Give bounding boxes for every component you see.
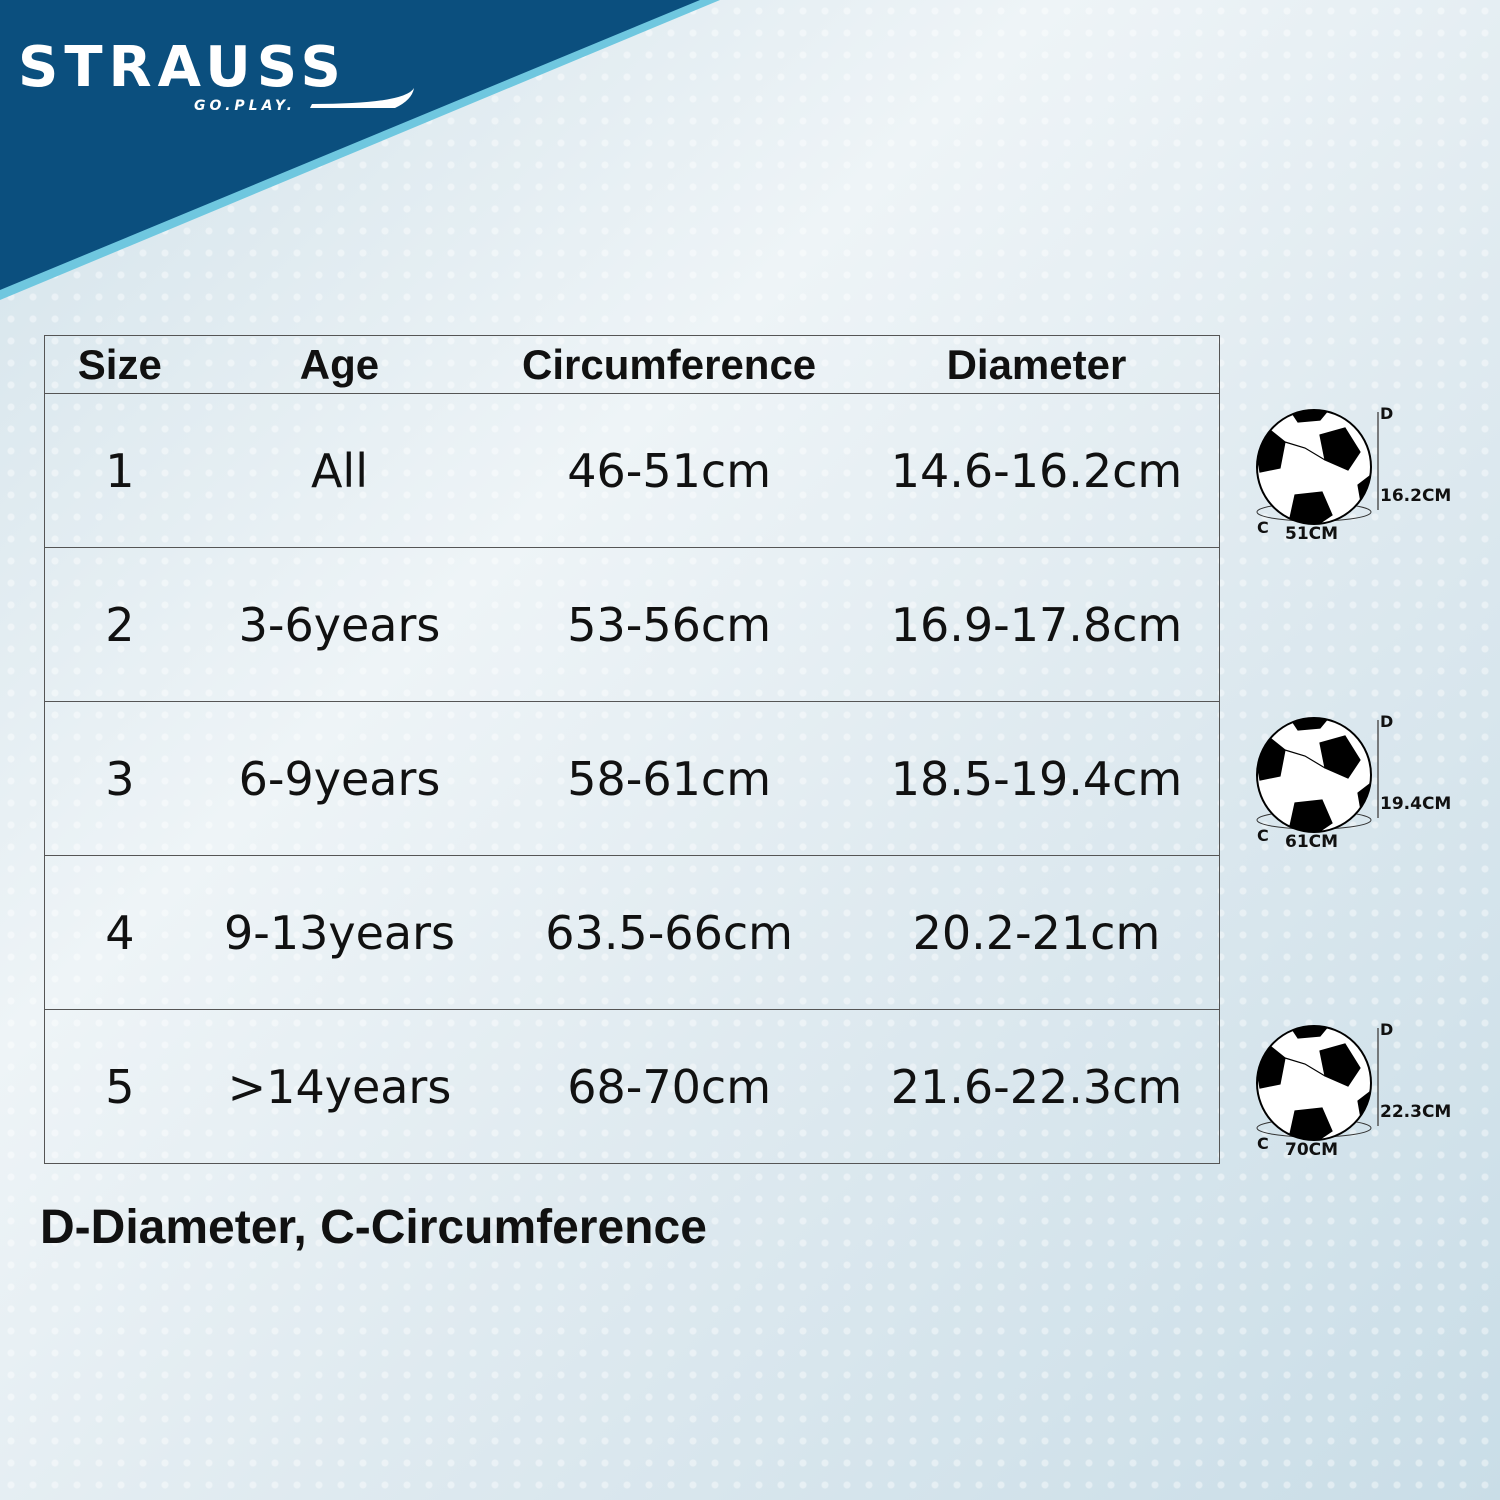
circumference-value: 70CM (1285, 1140, 1339, 1160)
table-row: 3 6-9years 58-61cm 18.5-19.4cm (44, 701, 1220, 856)
cell-size: 5 (44, 1009, 195, 1164)
header-age: Age (194, 335, 485, 394)
cell-age: 3-6years (194, 547, 485, 702)
cell-age: 9-13years (194, 855, 485, 1010)
cell-diameter: 20.2-21cm (853, 855, 1220, 1010)
header-diameter: Diameter (853, 335, 1220, 394)
header-size: Size (44, 335, 195, 394)
cell-diameter: 16.9-17.8cm (853, 547, 1220, 702)
table-row: 2 3-6years 53-56cm 16.9-17.8cm (44, 547, 1220, 702)
diameter-label: D (1380, 712, 1394, 731)
ball-size-diagram: D 19.4CM C 61CM (1250, 708, 1480, 858)
circumference-label: C (1257, 1134, 1269, 1153)
circumference-label: C (1257, 826, 1269, 845)
table-row: 4 9-13years 63.5-66cm 20.2-21cm (44, 855, 1220, 1010)
circumference-label: C (1257, 518, 1269, 537)
cell-circumference: 68-70cm (484, 1009, 854, 1164)
cell-age: 6-9years (194, 701, 485, 856)
cell-circumference: 46-51cm (484, 393, 854, 548)
table-row: 5 >14years 68-70cm 21.6-22.3cm (44, 1009, 1220, 1164)
cell-diameter: 21.6-22.3cm (853, 1009, 1220, 1164)
cell-diameter: 14.6-16.2cm (853, 393, 1220, 548)
diameter-label: D (1380, 404, 1394, 423)
cell-size: 1 (44, 393, 195, 548)
cell-circumference: 53-56cm (484, 547, 854, 702)
cell-diameter: 18.5-19.4cm (853, 701, 1220, 856)
cell-size: 3 (44, 701, 195, 856)
diameter-value: 16.2CM (1380, 486, 1452, 506)
circumference-value: 51CM (1285, 524, 1339, 544)
header-circumference: Circumference (484, 335, 854, 394)
cell-circumference: 63.5-66cm (484, 855, 854, 1010)
abbreviation-legend: D-Diameter, C-Circumference (40, 1201, 707, 1254)
cell-circumference: 58-61cm (484, 701, 854, 856)
cell-size: 2 (44, 547, 195, 702)
diameter-label: D (1380, 1020, 1394, 1039)
ball-size-diagram: D 16.2CM C 51CM (1250, 400, 1480, 550)
cell-age: >14years (194, 1009, 485, 1164)
logo-tagline: GO.PLAY. (194, 98, 296, 114)
logo-wordmark: STRAUSS (18, 35, 347, 100)
table-row: 1 All 46-51cm 14.6-16.2cm (44, 393, 1220, 548)
cell-size: 4 (44, 855, 195, 1010)
diameter-value: 22.3CM (1380, 1102, 1452, 1122)
ball-size-diagram: D 22.3CM C 70CM (1250, 1016, 1480, 1166)
strauss-logo: STRAUSS GO.PLAY. (18, 35, 347, 115)
diameter-value: 19.4CM (1380, 794, 1452, 814)
table-header-row: Size Age Circumference Diameter (44, 335, 1220, 394)
size-chart-table: Size Age Circumference Diameter 1 All 46-5… (44, 335, 1220, 1164)
cell-age: All (194, 393, 485, 548)
circumference-value: 61CM (1285, 832, 1339, 852)
